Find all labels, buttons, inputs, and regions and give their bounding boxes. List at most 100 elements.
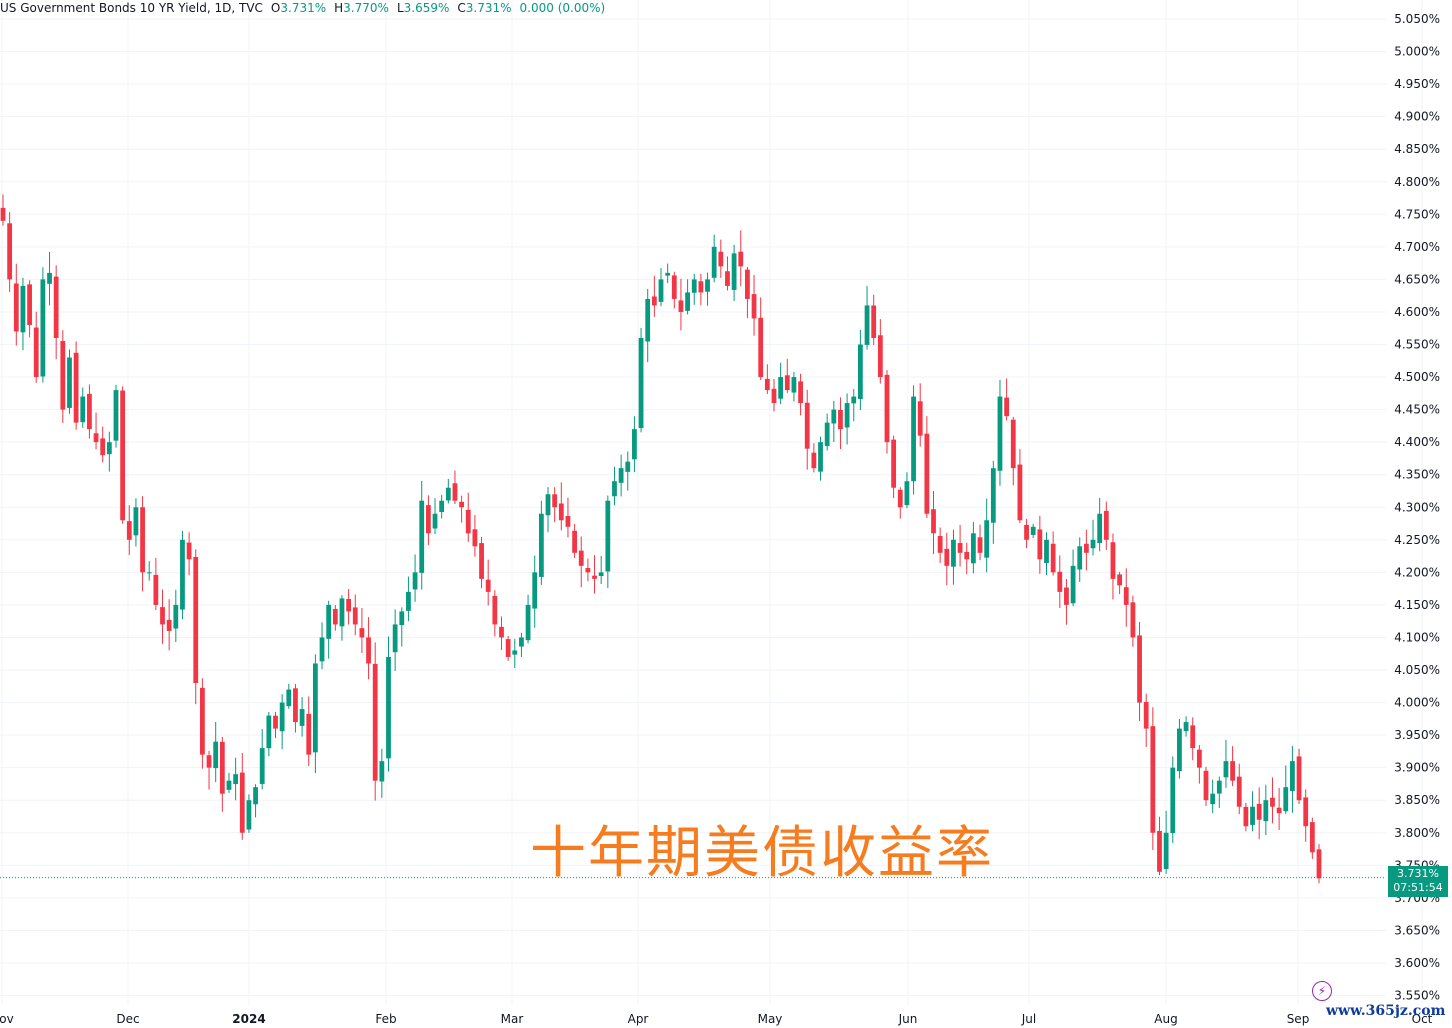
x-tick-label: Dec	[116, 1012, 139, 1026]
candle-body	[499, 626, 504, 638]
candle-body	[1216, 780, 1222, 794]
candle-body	[977, 537, 983, 553]
change-value: 0.000 (0.00%)	[519, 1, 606, 15]
candle-body	[764, 378, 770, 391]
candle-body	[173, 604, 179, 629]
candle-body	[778, 377, 784, 399]
candle-body	[1170, 767, 1176, 834]
candle-body	[306, 713, 312, 755]
candle-body	[1243, 806, 1249, 827]
symbol-name[interactable]: US Government Bonds 10 YR Yield, 1D, TVC	[0, 1, 263, 15]
current-price-value: 3.731%	[1397, 867, 1439, 880]
candle-body	[545, 494, 551, 516]
candle-body	[1017, 464, 1023, 521]
candle-body	[73, 352, 79, 423]
candle-body	[239, 772, 245, 833]
y-tick-label: 4.450%	[1394, 403, 1440, 417]
candle-body	[525, 604, 531, 641]
candle-body	[758, 317, 764, 378]
candle-body	[598, 572, 604, 577]
candle-body	[1070, 565, 1076, 604]
candle-body	[1117, 574, 1122, 586]
candle-body	[479, 543, 484, 579]
candle-body	[897, 489, 903, 508]
candle-body	[784, 375, 790, 391]
candle-body	[1283, 787, 1289, 812]
candle-body	[532, 572, 538, 609]
candle-body	[585, 568, 591, 573]
y-tick-label: 4.000%	[1394, 696, 1440, 710]
candle-body	[80, 396, 86, 423]
candle-body	[445, 487, 451, 501]
candle-body	[970, 533, 976, 564]
candle-body	[246, 800, 252, 830]
candle-body	[711, 246, 717, 278]
y-tick-label: 3.950%	[1394, 728, 1440, 742]
y-axis[interactable]: 5.050% 5.000% 4.950% 4.900% 4.850% 4.800% 4.75…	[1394, 12, 1440, 1003]
candle-body	[419, 500, 425, 573]
candle-body	[1110, 542, 1116, 579]
candle-body	[512, 650, 518, 655]
candle-body	[1256, 803, 1262, 820]
candle-body	[904, 481, 910, 506]
candle-body	[279, 702, 285, 732]
candle-body	[651, 296, 657, 306]
candle-body	[133, 507, 139, 536]
candle-body	[1024, 524, 1029, 540]
close-value: 3.731%	[465, 1, 512, 15]
candle-body	[1296, 756, 1302, 801]
candle-body	[312, 663, 318, 753]
candle-body	[33, 327, 39, 378]
candle-body	[864, 305, 870, 345]
x-axis[interactable]: Nov Dec 2024 Feb Mar Apr May Jun Jul Aug Sep Oct	[0, 1012, 1433, 1026]
candle-body	[200, 687, 205, 755]
candle-body	[1083, 543, 1089, 553]
candle-body	[1137, 635, 1142, 703]
candle-body	[1183, 722, 1189, 732]
candle-body	[638, 337, 644, 429]
lightning-icon[interactable]: ⚡	[1312, 981, 1332, 1001]
candle-body	[193, 557, 199, 684]
y-tick-label: 3.600%	[1394, 956, 1440, 970]
candle-body	[804, 402, 810, 449]
candle-body	[824, 422, 830, 446]
y-tick-label: 4.400%	[1394, 435, 1440, 449]
candle-body	[273, 715, 278, 729]
y-tick-label: 4.600%	[1394, 305, 1440, 319]
x-tick-label: Nov	[0, 1012, 14, 1026]
candle-body	[432, 513, 438, 529]
candle-body	[1143, 701, 1149, 729]
candle-body	[465, 509, 471, 534]
y-tick-label: 4.300%	[1394, 500, 1440, 514]
candle-body	[259, 748, 265, 784]
candle-body	[678, 300, 684, 312]
candle-body	[618, 468, 624, 483]
candle-body	[632, 429, 637, 460]
candle-body	[884, 374, 890, 443]
candle-body	[226, 780, 232, 790]
high-value: 3.770%	[343, 1, 389, 15]
candle-body	[40, 279, 46, 377]
candle-body	[1103, 510, 1109, 540]
candle-body	[844, 403, 850, 428]
candle-body	[425, 505, 431, 534]
candle-body	[1077, 546, 1083, 570]
candle-body	[1190, 725, 1196, 749]
candle-body	[838, 409, 843, 430]
candle-body	[1177, 728, 1182, 772]
candle-body	[612, 481, 617, 497]
candle-body	[180, 539, 185, 610]
x-tick-label: Sep	[1287, 1012, 1310, 1026]
y-tick-label: 4.900%	[1394, 110, 1440, 124]
candle-body	[1157, 830, 1162, 872]
open-value: 3.731%	[280, 1, 327, 15]
candle-body	[578, 550, 584, 566]
candle-body	[452, 483, 458, 501]
x-tick-label: May	[758, 1012, 783, 1026]
candle-body	[771, 388, 777, 404]
candle-body	[106, 442, 112, 455]
candle-body	[605, 500, 611, 572]
bar-countdown-timer: 07:51:54	[1393, 881, 1443, 894]
candle-body	[725, 271, 730, 286]
